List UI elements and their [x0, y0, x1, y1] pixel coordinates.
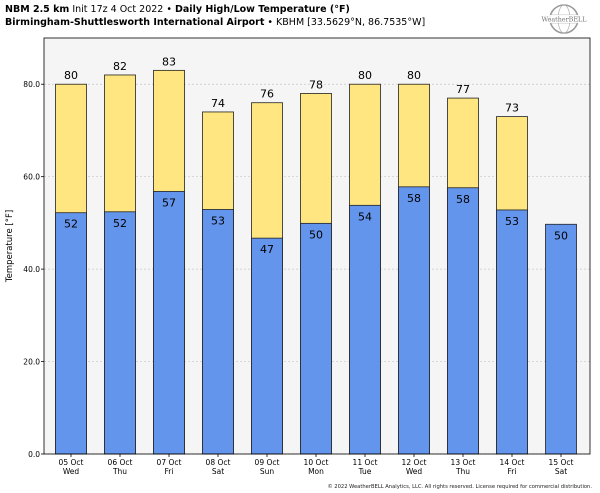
low-label: 53: [505, 215, 519, 228]
x-tick-date: 13 Oct: [451, 458, 476, 467]
high-label: 80: [407, 69, 421, 82]
high-label: 73: [505, 102, 519, 115]
low-label: 57: [162, 196, 176, 209]
x-tick-day: Sun: [260, 467, 275, 476]
x-tick-date: 11 Oct: [353, 458, 378, 467]
x-tick-day: Sat: [555, 467, 567, 476]
x-tick-date: 05 Oct: [59, 458, 84, 467]
high-label: 82: [113, 60, 127, 73]
low-label: 54: [358, 210, 372, 223]
separator: •: [267, 17, 274, 28]
low-label: 52: [113, 217, 127, 230]
low-bar: [398, 186, 430, 455]
low-label: 47: [260, 243, 274, 256]
y-tick-label: 0.0: [28, 450, 40, 459]
bars: [55, 69, 577, 455]
low-bar: [496, 209, 528, 455]
x-tick-date: 14 Oct: [500, 458, 525, 467]
low-bar: [251, 237, 283, 455]
y-axis-label: Temperature [°F]: [5, 210, 15, 283]
x-tick-date: 12 Oct: [402, 458, 427, 467]
x-tick-day: Thu: [112, 467, 127, 476]
x-tick-day: Thu: [455, 467, 470, 476]
chart-header: NBM 2.5 km Init 17z 4 Oct 2022 • Daily H…: [5, 3, 525, 29]
low-bar: [104, 211, 136, 455]
x-tick-day: Sat: [212, 467, 224, 476]
x-tick-date: 09 Oct: [255, 458, 280, 467]
copyright-footer: © 2022 WeatherBELL Analytics, LLC. All r…: [327, 484, 592, 490]
x-tick-day: Wed: [63, 467, 80, 476]
low-label: 50: [309, 228, 323, 241]
y-axis: 0.0 20.0 40.0 60.0 80.0: [23, 80, 44, 459]
y-tick-label: 80.0: [23, 80, 40, 89]
high-label: 78: [309, 78, 323, 91]
model-name: NBM 2.5 km: [5, 4, 70, 15]
high-label: 76: [260, 88, 274, 101]
x-tick-day: Fri: [165, 467, 174, 476]
x-tick-date: 10 Oct: [304, 458, 329, 467]
x-tick-date: 15 Oct: [549, 458, 574, 467]
x-tick-date: 08 Oct: [206, 458, 231, 467]
x-tick-day: Tue: [358, 467, 372, 476]
low-bar: [300, 222, 332, 455]
y-tick-label: 40.0: [23, 265, 40, 274]
high-label: 77: [456, 83, 470, 96]
low-bar: [55, 212, 87, 455]
high-label: 83: [162, 55, 176, 68]
low-bar: [202, 209, 234, 455]
x-tick-date: 07 Oct: [157, 458, 182, 467]
station-name: Birmingham-Shuttlesworth International A…: [5, 17, 265, 28]
chart-title: Daily High/Low Temperature (°F): [175, 4, 350, 15]
x-tick-day: Fri: [508, 467, 517, 476]
low-label: 58: [407, 192, 421, 205]
high-label: 74: [211, 97, 225, 110]
init-time: Init 17z 4 Oct 2022: [72, 4, 164, 15]
low-bar: [153, 191, 185, 455]
header-line-2: Birmingham-Shuttlesworth International A…: [5, 16, 525, 29]
x-tick-day: Wed: [406, 467, 423, 476]
low-bar: [545, 223, 577, 455]
low-label: 58: [456, 193, 470, 206]
plot-frame: [43, 37, 591, 455]
station-coords: KBHM [33.5629°N, 86.7535°W]: [276, 17, 426, 28]
x-tick-date: 06 Oct: [108, 458, 133, 467]
weatherbell-logo: WeatherBELL: [540, 4, 588, 34]
high-label: 80: [64, 69, 78, 82]
data-labels: 80 52 82 52 83 57 74 53 76 47 78 50 80 54 80 58 77 58 73 53…: [64, 55, 568, 256]
y-tick-label: 60.0: [23, 173, 40, 182]
high-label: 80: [358, 69, 372, 82]
low-label: 52: [64, 218, 78, 231]
low-bar: [349, 204, 381, 455]
logo-text: WeatherBELL: [541, 16, 587, 24]
low-label: 50: [554, 229, 568, 242]
header-line-1: NBM 2.5 km Init 17z 4 Oct 2022 • Daily H…: [5, 3, 525, 16]
y-tick-label: 20.0: [23, 358, 40, 367]
x-tick-day: Mon: [308, 467, 324, 476]
low-bar: [447, 187, 479, 455]
separator: •: [166, 4, 172, 15]
low-label: 53: [211, 214, 225, 227]
